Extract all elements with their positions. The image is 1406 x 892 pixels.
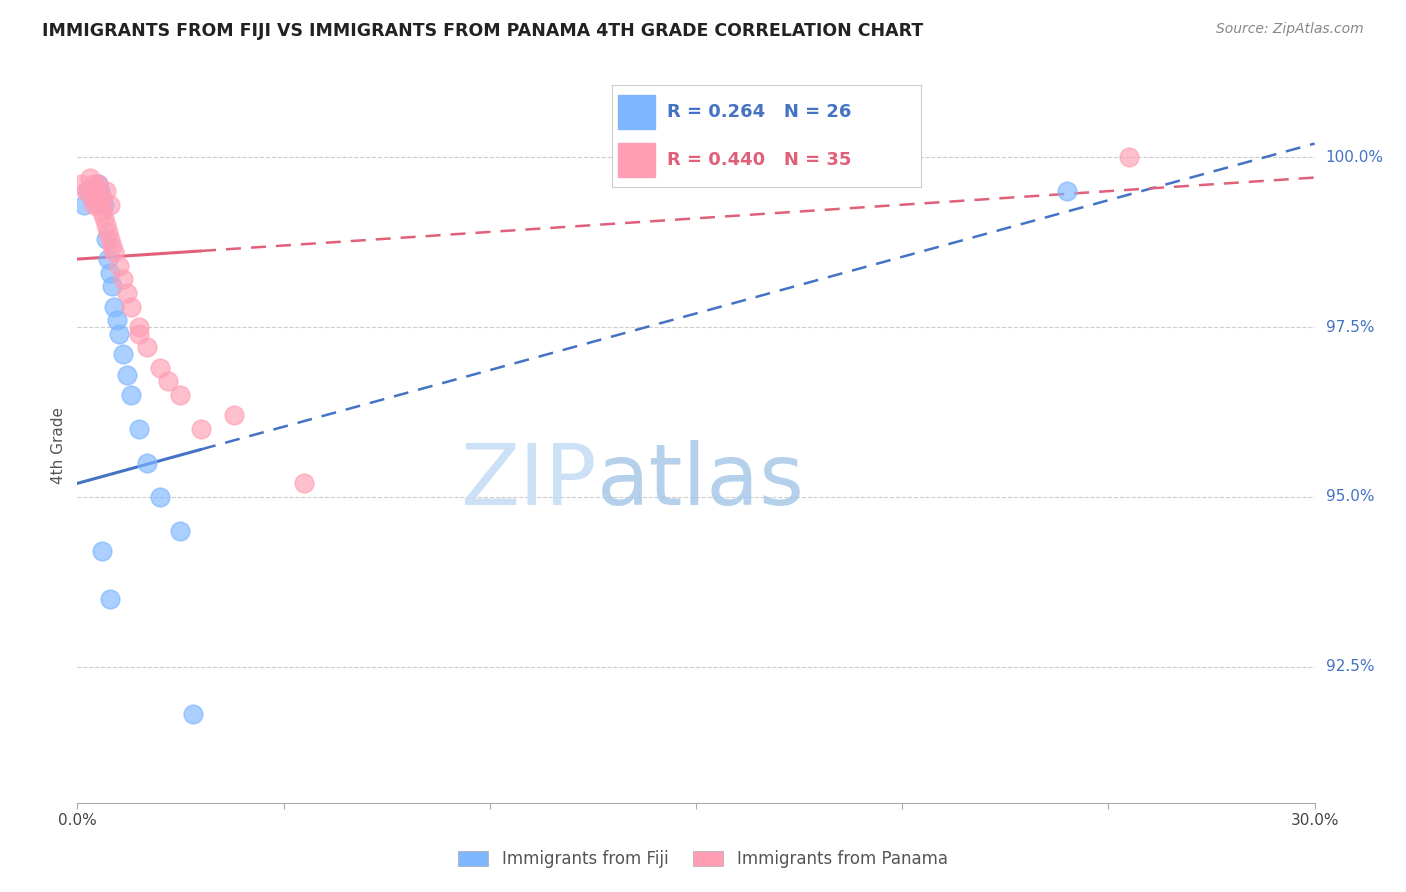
Text: R = 0.264   N = 26: R = 0.264 N = 26 [668,103,852,121]
Point [101,279,124,293]
Text: Source: ZipAtlas.com: Source: ZipAtlas.com [1216,22,1364,37]
Bar [617,95,655,128]
Point [87,178,110,192]
Point [80,191,103,205]
Point [93,198,115,212]
Point [136,456,159,470]
Text: IMMIGRANTS FROM FIJI VS IMMIGRANTS FROM PANAMA 4TH GRADE CORRELATION CHART: IMMIGRANTS FROM FIJI VS IMMIGRANTS FROM … [42,22,924,40]
Point [98,266,121,280]
Point [157,375,180,389]
Point [96,184,118,198]
Point [97,252,120,266]
Point [80,191,103,205]
Point [87,178,110,192]
Point [93,211,115,226]
Point [72,198,94,212]
Text: 92.5%: 92.5% [1326,659,1374,674]
Point [111,347,134,361]
Point [120,388,142,402]
Point [115,368,138,382]
Point [128,422,150,436]
Point [169,524,191,538]
Point [70,178,93,192]
Point [96,218,118,232]
Text: atlas: atlas [598,440,806,524]
Point [101,238,124,252]
Point [169,388,191,402]
Point [103,300,125,314]
Point [149,490,172,504]
Point [91,191,114,205]
Point [97,225,120,239]
Point [91,544,114,558]
Point [120,300,142,314]
Point [1056,184,1078,198]
Point [83,198,105,212]
Point [89,191,111,205]
Point [98,591,121,606]
Point [91,191,114,205]
Y-axis label: 4th Grade: 4th Grade [51,408,66,484]
Bar [617,144,655,177]
Point [222,409,245,423]
Point [1118,150,1140,164]
Point [83,178,105,192]
Text: 95.0%: 95.0% [1326,490,1374,505]
Point [136,341,159,355]
Point [79,184,101,198]
Point [87,198,110,212]
Text: ZIP: ZIP [461,440,598,524]
Text: 100.0%: 100.0% [1326,150,1384,165]
Point [79,170,101,185]
Point [190,422,212,436]
Point [84,184,107,198]
Point [98,198,121,212]
Point [107,259,129,273]
Legend: Immigrants from Fiji, Immigrants from Panama: Immigrants from Fiji, Immigrants from Pa… [451,844,955,875]
Point [107,326,129,341]
Point [128,326,150,341]
Text: R = 0.440   N = 35: R = 0.440 N = 35 [668,151,852,169]
Point [91,204,114,219]
Point [75,184,97,198]
Point [98,232,121,246]
Point [105,313,128,327]
Point [181,707,204,722]
Text: 97.5%: 97.5% [1326,319,1374,334]
Point [96,232,118,246]
Point [292,476,315,491]
Point [89,184,111,198]
Point [103,245,125,260]
Point [84,184,107,198]
Point [76,184,98,198]
Point [128,320,150,334]
Point [115,286,138,301]
Point [149,360,172,375]
Point [111,272,134,286]
